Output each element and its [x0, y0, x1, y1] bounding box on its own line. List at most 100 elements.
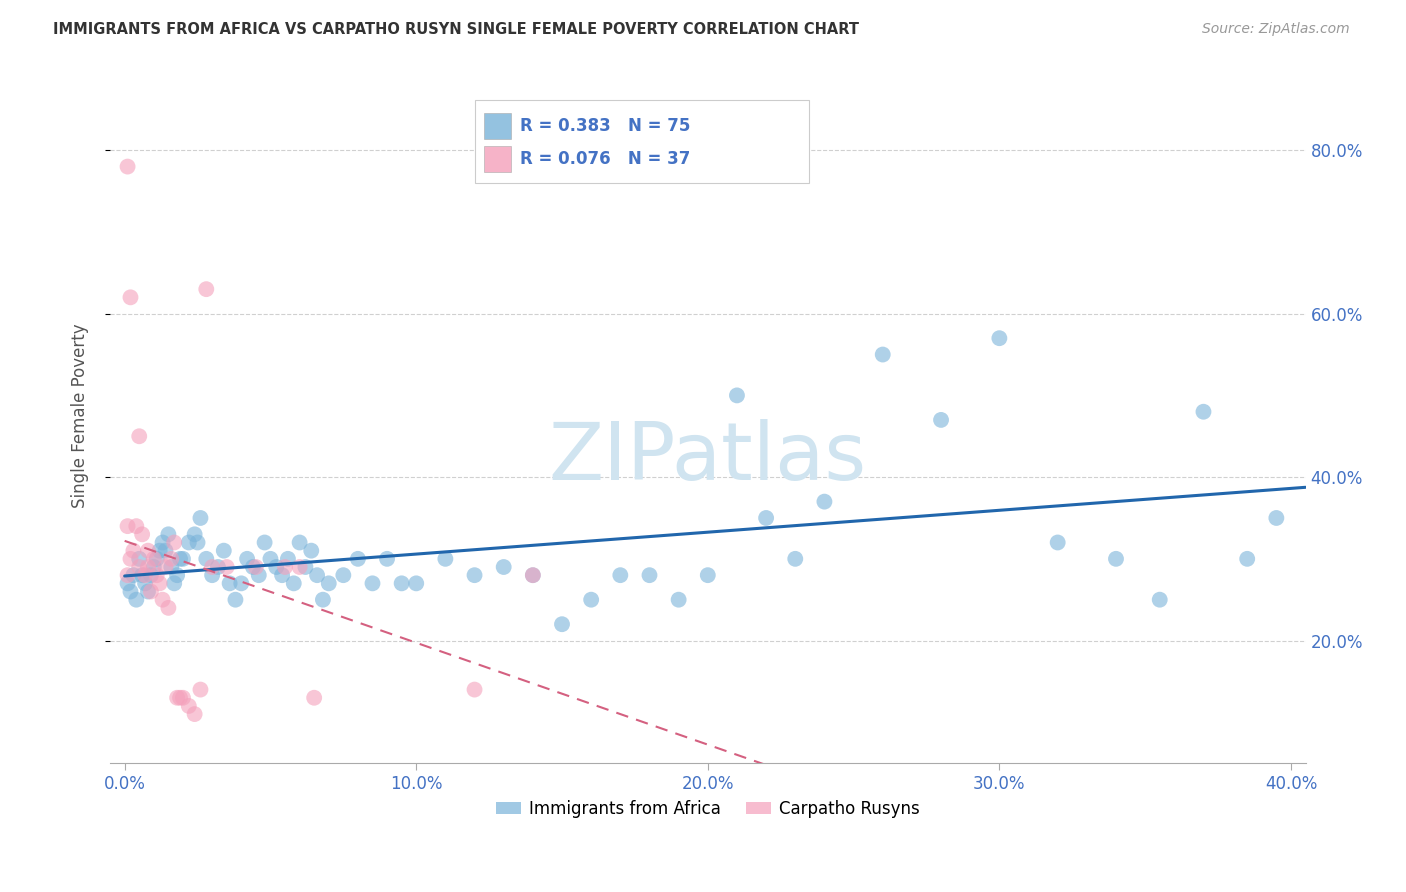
Point — [117, 519, 139, 533]
Point — [332, 568, 354, 582]
Point — [375, 551, 398, 566]
Point — [190, 511, 212, 525]
Point — [166, 690, 188, 705]
Point — [218, 576, 240, 591]
Point — [247, 568, 270, 582]
Point — [259, 551, 281, 566]
FancyBboxPatch shape — [484, 113, 510, 139]
Point — [131, 568, 153, 582]
Point — [142, 551, 165, 566]
Point — [207, 560, 229, 574]
Point — [136, 584, 159, 599]
Point — [1149, 592, 1171, 607]
Point — [231, 576, 253, 591]
Point — [638, 568, 661, 582]
Point — [579, 592, 602, 607]
Point — [190, 682, 212, 697]
Point — [120, 290, 142, 304]
Point — [160, 551, 183, 566]
Point — [145, 568, 167, 582]
Point — [136, 543, 159, 558]
Point — [155, 543, 177, 558]
Point — [725, 388, 748, 402]
Point — [117, 568, 139, 582]
Point — [163, 535, 186, 549]
Point — [125, 592, 148, 607]
Point — [142, 560, 165, 574]
Point — [609, 568, 631, 582]
Point — [134, 568, 156, 582]
Point — [157, 600, 180, 615]
Point — [277, 551, 299, 566]
Point — [166, 568, 188, 582]
Point — [152, 592, 174, 607]
Text: Source: ZipAtlas.com: Source: ZipAtlas.com — [1202, 22, 1350, 37]
Text: ZIPatlas: ZIPatlas — [548, 418, 868, 497]
Point — [253, 535, 276, 549]
Point — [785, 551, 807, 566]
FancyBboxPatch shape — [475, 100, 810, 183]
Point — [361, 576, 384, 591]
Point — [201, 568, 224, 582]
Point — [169, 690, 191, 705]
Point — [149, 576, 172, 591]
Point — [307, 568, 329, 582]
Point — [347, 551, 370, 566]
FancyBboxPatch shape — [484, 145, 510, 172]
Point — [152, 535, 174, 549]
Point — [1265, 511, 1288, 525]
Point — [236, 551, 259, 566]
Point — [283, 576, 305, 591]
Point — [139, 568, 162, 582]
Point — [288, 560, 311, 574]
Point — [117, 160, 139, 174]
Point — [139, 584, 162, 599]
Point — [668, 592, 690, 607]
Legend: Immigrants from Africa, Carpatho Rusyns: Immigrants from Africa, Carpatho Rusyns — [489, 793, 927, 824]
Point — [134, 576, 156, 591]
Point — [1192, 405, 1215, 419]
Point — [183, 527, 205, 541]
Point — [1046, 535, 1069, 549]
Point — [288, 535, 311, 549]
Point — [872, 347, 894, 361]
Point — [160, 560, 183, 574]
Point — [195, 282, 218, 296]
Point — [391, 576, 413, 591]
Point — [183, 707, 205, 722]
Point — [1236, 551, 1258, 566]
Point — [696, 568, 718, 582]
Point — [522, 568, 544, 582]
Point — [122, 568, 145, 582]
Point — [149, 543, 172, 558]
Point — [245, 560, 267, 574]
Point — [117, 576, 139, 591]
Point — [464, 682, 486, 697]
Point — [128, 551, 150, 566]
Point — [155, 560, 177, 574]
Point — [464, 568, 486, 582]
Point — [434, 551, 457, 566]
Point — [136, 560, 159, 574]
Point — [163, 576, 186, 591]
Point — [177, 698, 200, 713]
Point — [929, 413, 952, 427]
Point — [405, 576, 427, 591]
Point — [122, 543, 145, 558]
Point — [131, 527, 153, 541]
Point — [755, 511, 778, 525]
Point — [157, 527, 180, 541]
Point — [212, 543, 235, 558]
Y-axis label: Single Female Poverty: Single Female Poverty — [72, 324, 89, 508]
Point — [813, 494, 835, 508]
Point — [187, 535, 209, 549]
Point — [169, 551, 191, 566]
Point — [522, 568, 544, 582]
Point — [215, 560, 238, 574]
Point — [128, 560, 150, 574]
Point — [128, 429, 150, 443]
Point — [294, 560, 316, 574]
Point — [551, 617, 574, 632]
Point — [224, 592, 246, 607]
Point — [172, 551, 194, 566]
